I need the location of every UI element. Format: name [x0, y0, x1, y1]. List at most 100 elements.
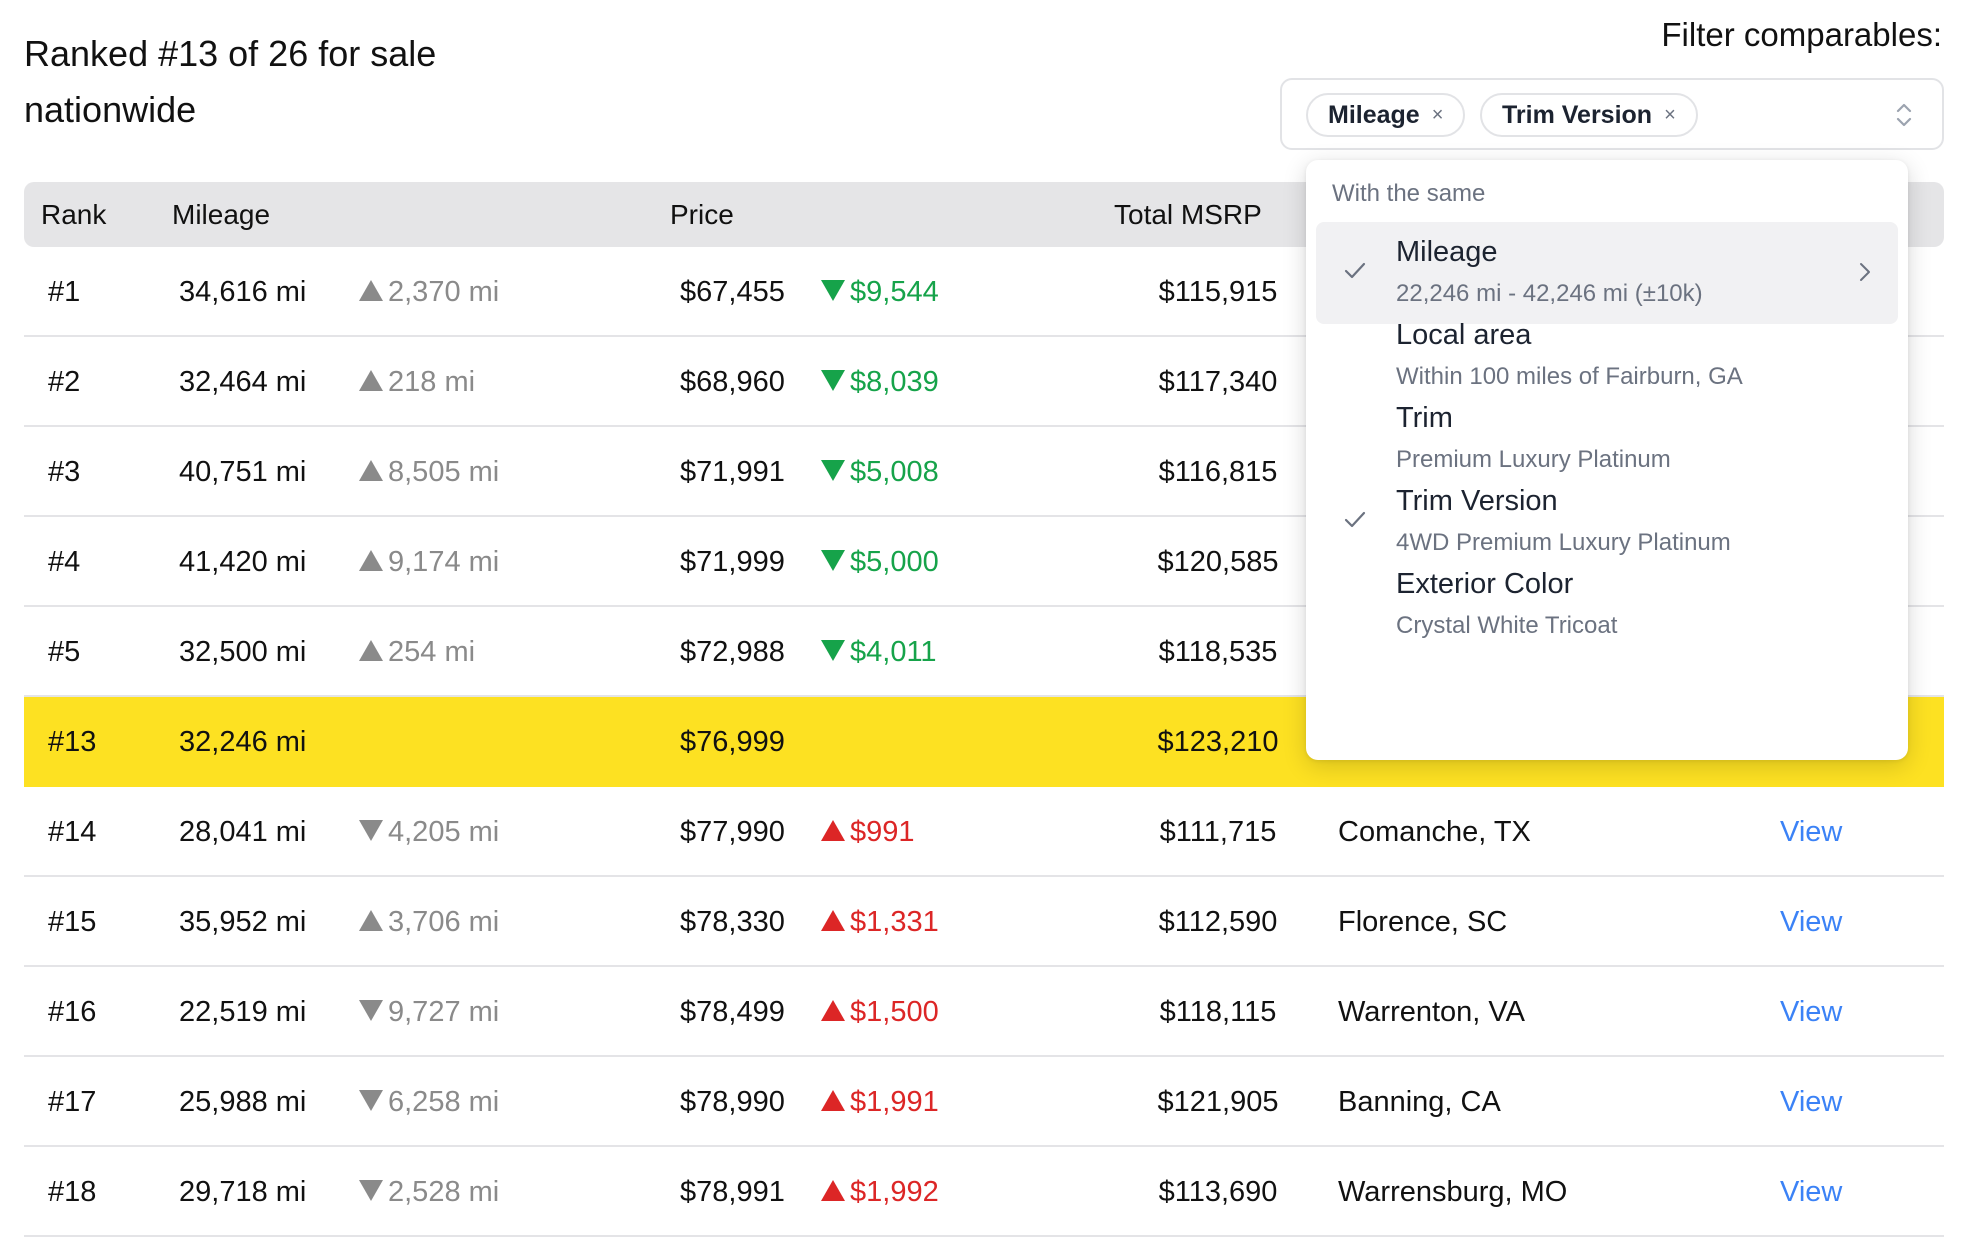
view-link[interactable]: View — [1780, 816, 1843, 848]
dropdown-option-trim[interactable]: Trim Premium Luxury Platinum — [1316, 388, 1898, 490]
mileage-diff-value: 9,174 mi — [388, 546, 500, 578]
mileage-cell: 32,500 mi — [179, 636, 307, 668]
price-diff: $1,991 — [821, 1057, 939, 1147]
price-cell: $76,999 — [680, 726, 785, 758]
msrp-cell: $116,815 — [1158, 456, 1278, 488]
price-diff-value: $991 — [850, 816, 915, 848]
mileage-diff-value: 6,258 mi — [388, 1086, 500, 1118]
triangle-up-icon — [821, 999, 845, 1021]
price-cell: $78,990 — [680, 1086, 785, 1118]
price-diff-value: $1,500 — [850, 996, 939, 1028]
view-link[interactable]: View — [1780, 1176, 1843, 1208]
chip-label: Mileage — [1328, 100, 1420, 129]
view-link[interactable]: View — [1780, 1086, 1843, 1118]
close-icon[interactable]: × — [1431, 103, 1444, 126]
option-subtitle: 4WD Premium Luxury Platinum — [1396, 529, 1731, 556]
mileage-diff: 2,528 mi — [359, 1147, 499, 1237]
filter-chip-mileage[interactable]: Mileage × — [1306, 93, 1466, 137]
column-header-total-msrp[interactable]: Total MSRP — [1114, 199, 1262, 230]
option-title: Trim Version — [1396, 485, 1558, 517]
mileage-diff: 4,205 mi — [359, 787, 499, 877]
mileage-diff: 6,258 mi — [359, 1057, 499, 1147]
dropdown-option-exterior-color[interactable]: Exterior Color Crystal White Tricoat — [1316, 554, 1898, 656]
rank-cell: #15 — [48, 906, 97, 938]
filter-chip-trim-version[interactable]: Trim Version × — [1480, 93, 1698, 137]
mileage-diff: 218 mi — [359, 337, 475, 427]
location-cell: Comanche, TX — [1338, 816, 1531, 848]
price-diff: $1,992 — [821, 1147, 939, 1237]
mileage-cell: 25,988 mi — [179, 1086, 307, 1118]
msrp-cell: $111,715 — [1159, 816, 1277, 848]
mileage-cell: 29,718 mi — [179, 1176, 307, 1208]
mileage-cell: 34,616 mi — [179, 276, 307, 308]
price-diff-value: $5,008 — [850, 456, 939, 488]
rank-cell: #1 — [48, 276, 81, 308]
table-row: #18 29,718 mi 2,528 mi $78,991 $1,992 $113,69… — [24, 1147, 1944, 1237]
table-row: #3 40,751 mi 8,505 mi $71,991 $5,008 $116,815 — [24, 427, 1944, 517]
triangle-up-icon — [359, 549, 383, 571]
table-row: #14 28,041 mi 4,205 mi $77,990 $991 $111,715 C… — [24, 787, 1944, 877]
mileage-cell: 22,519 mi — [179, 996, 307, 1028]
dropdown-option-mileage[interactable]: Mileage 22,246 mi - 42,246 mi (±10k) — [1316, 222, 1898, 324]
table-row: #17 25,988 mi 6,258 mi $78,990 $1,991 $121,90… — [24, 1057, 1944, 1147]
mileage-diff-value: 2,370 mi — [388, 276, 500, 308]
location-cell: Warrenton, VA — [1338, 996, 1525, 1028]
triangle-down-icon — [359, 1179, 383, 1201]
triangle-up-icon — [359, 369, 383, 391]
column-header-rank[interactable]: Rank — [41, 199, 107, 230]
mileage-cell: 32,246 mi — [179, 726, 307, 758]
msrp-cell: $120,585 — [1157, 546, 1279, 578]
mileage-diff: 3,706 mi — [359, 877, 499, 967]
dropdown-heading: With the same — [1332, 180, 1486, 207]
mileage-diff-value: 218 mi — [388, 366, 476, 398]
option-title: Trim — [1396, 402, 1453, 434]
mileage-diff-value: 9,727 mi — [388, 996, 500, 1028]
option-subtitle: Premium Luxury Platinum — [1396, 446, 1671, 473]
msrp-cell: $117,340 — [1158, 366, 1278, 398]
rank-cell: #18 — [48, 1176, 97, 1208]
msrp-cell: $121,905 — [1157, 1086, 1279, 1118]
chevron-up-down-icon[interactable] — [1894, 100, 1914, 130]
price-cell: $68,960 — [680, 366, 785, 398]
chevron-right-icon[interactable] — [1858, 260, 1872, 284]
mileage-diff: 2,370 mi — [359, 247, 499, 337]
check-icon — [1344, 262, 1366, 279]
view-link[interactable]: View — [1780, 906, 1843, 938]
check-icon — [1344, 511, 1366, 528]
price-cell: $67,455 — [680, 276, 785, 308]
page-title: Ranked #13 of 26 for sale nationwide — [24, 33, 437, 130]
mileage-cell: 28,041 mi — [179, 816, 307, 848]
triangle-up-icon — [359, 279, 383, 301]
price-diff-value: $4,011 — [850, 636, 937, 668]
price-diff: $5,000 — [821, 517, 939, 607]
price-diff: $991 — [821, 787, 915, 877]
option-title: Exterior Color — [1396, 568, 1574, 600]
msrp-cell: $112,590 — [1158, 906, 1278, 938]
option-subtitle: Crystal White Tricoat — [1396, 612, 1618, 639]
column-header-price[interactable]: Price — [670, 199, 734, 230]
price-diff: $8,039 — [821, 337, 939, 427]
close-icon[interactable]: × — [1664, 103, 1676, 126]
table-row: #5 32,500 mi 254 mi $72,988 $4,011 $118,535 — [24, 607, 1944, 697]
mileage-diff-value: 2,528 mi — [388, 1176, 500, 1208]
triangle-down-icon — [821, 369, 845, 391]
rank-cell: #16 — [48, 996, 97, 1028]
filter-multiselect[interactable]: Mileage × Trim Version × — [1280, 78, 1944, 150]
column-header-mileage[interactable]: Mileage — [172, 199, 271, 230]
price-diff: $1,500 — [821, 967, 939, 1057]
rank-cell: #2 — [48, 366, 81, 398]
rank-cell: #13 — [48, 726, 97, 758]
triangle-down-icon — [821, 549, 845, 571]
mileage-cell: 35,952 mi — [179, 906, 307, 938]
location-cell: Florence, SC — [1338, 906, 1508, 938]
dropdown-option-local-area[interactable]: Local area Within 100 miles of Fairburn, … — [1316, 305, 1898, 407]
msrp-cell: $118,535 — [1158, 636, 1278, 668]
mileage-diff: 9,727 mi — [359, 967, 499, 1057]
triangle-up-icon — [821, 909, 845, 931]
triangle-down-icon — [821, 279, 845, 301]
view-link[interactable]: View — [1780, 996, 1843, 1028]
location-cell: Banning, CA — [1338, 1086, 1501, 1118]
dropdown-option-trim-version[interactable]: Trim Version 4WD Premium Luxury Platinum — [1316, 471, 1898, 573]
table-row: #4 41,420 mi 9,174 mi $71,999 $5,000 $120,585 — [24, 517, 1944, 607]
triangle-up-icon — [359, 909, 383, 931]
